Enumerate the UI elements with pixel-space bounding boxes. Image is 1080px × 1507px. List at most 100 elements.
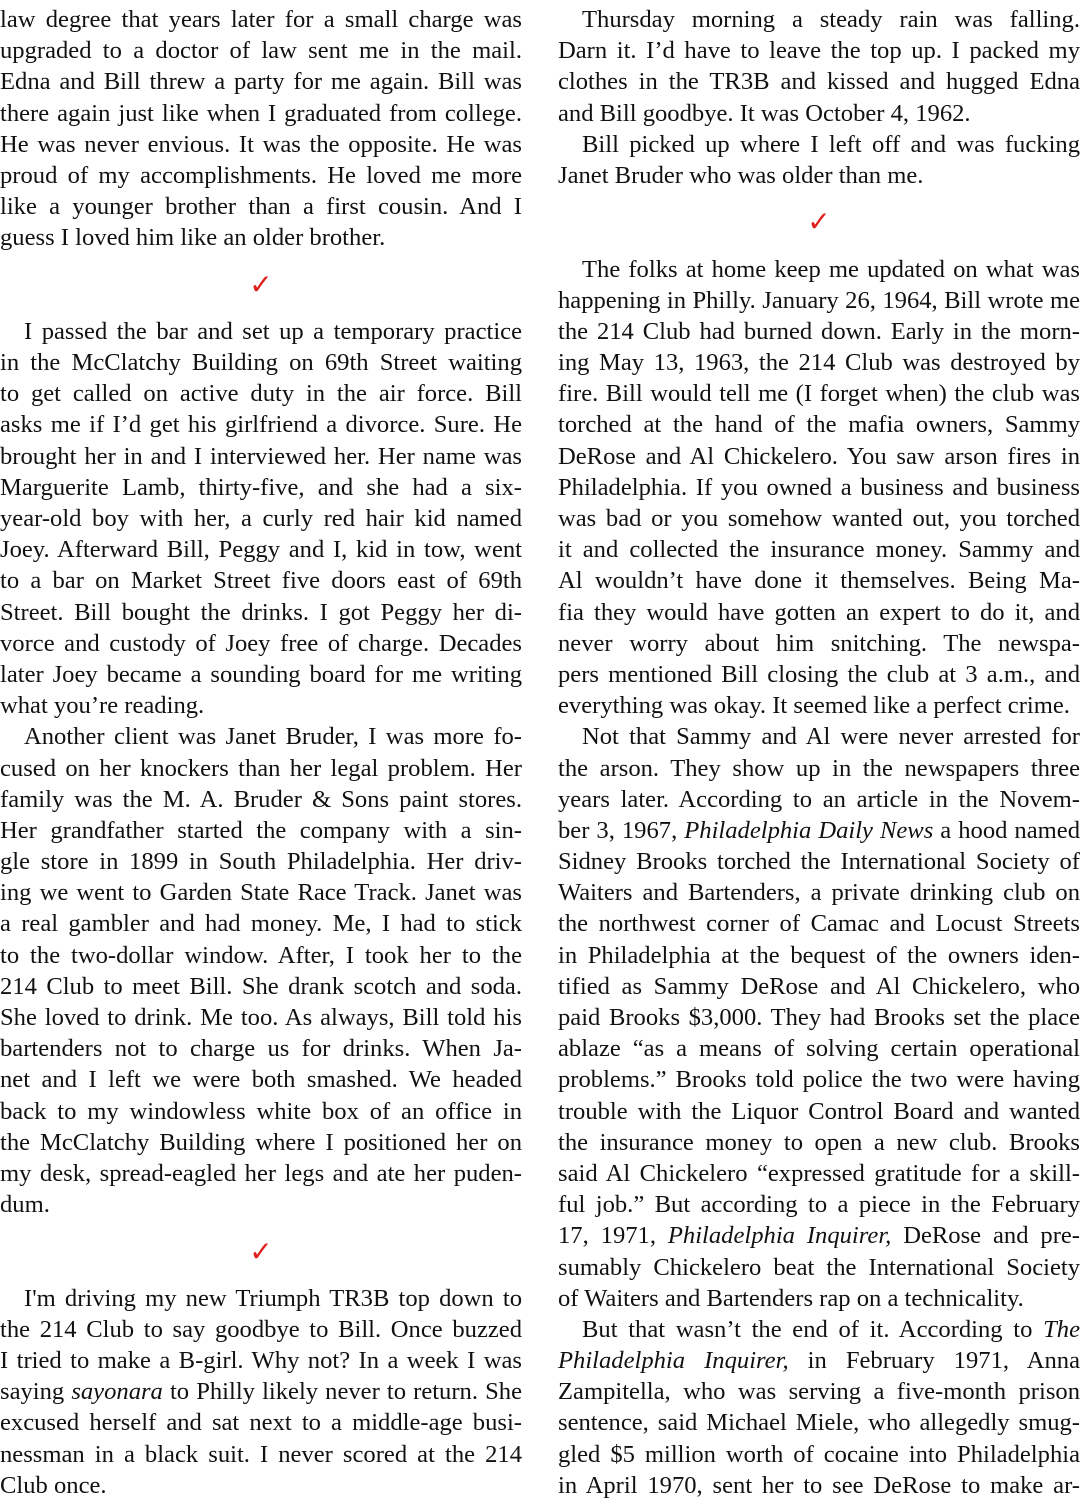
text-line: the McClatchy Building where I positione…	[0, 1128, 522, 1156]
paragraph: Another client was Janet Bruder, I was m…	[0, 721, 522, 1220]
text-line: later Joey became a sounding board for m…	[0, 660, 522, 688]
text-line: Zampitella, who was serving a five-month…	[558, 1378, 1080, 1406]
paragraph: But that wasn’t the end of it. According…	[558, 1314, 1080, 1501]
text-line: said Al Chickelero “expressed gratitude …	[558, 1159, 1080, 1187]
text-line: Al wouldn’t have done it themselves. Bei…	[558, 567, 1080, 595]
text-line: I'm driving my new Triumph TR3B top down…	[24, 1284, 522, 1312]
text-line: back to my windowless white box of an of…	[0, 1097, 522, 1125]
text-line: I passed the bar and set up a temporary …	[24, 317, 522, 345]
text-line: I tried to make a B-girl. Why not? In a …	[0, 1347, 522, 1375]
text-segment: 17, 1971,	[558, 1222, 668, 1250]
left-column: law degree that years later for a small …	[0, 4, 522, 1501]
paragraph: The folks at home keep me updated on wha…	[558, 254, 1080, 722]
text-line: DeRose and Al Chickelero. You saw arson …	[558, 442, 1080, 470]
text-line: to a bar on Market Street five doors eas…	[0, 567, 522, 595]
text-line: it and collected the insurance money. Sa…	[558, 536, 1080, 564]
text-line: and Bill goodbye. It was October 4, 1962…	[558, 99, 971, 127]
text-line: what you’re reading.	[0, 692, 205, 720]
paragraph: law degree that years later for a small …	[0, 4, 522, 254]
text-line: guess I loved him like an older brother.	[0, 224, 386, 252]
text-line: Thursday morning a steady rain was falli…	[582, 6, 1080, 33]
text-line: dum.	[0, 1191, 50, 1219]
text-line: to get called on active duty in the air …	[0, 380, 522, 408]
text-line: paid Brooks $3,000. They had Brooks set …	[558, 1004, 1080, 1032]
text-line: cused on her knockers than her legal pro…	[0, 754, 522, 782]
italic-title: Philadelphia Daily News	[684, 816, 934, 844]
text-segment: in February 1971, Anna	[788, 1347, 1080, 1375]
text-line: gle store in 1899 in South Philadelphia.…	[0, 848, 522, 876]
text-line: Street. Bill bought the drinks. I got Pe…	[0, 598, 522, 626]
text-segment: to Philly likely never to return. She	[162, 1378, 522, 1406]
checkmark-icon: ✓	[807, 205, 831, 239]
right-column: Thursday morning a steady rain was falli…	[558, 4, 1080, 1501]
text-line: gled $5 million worth of cocaine into Ph…	[558, 1440, 1080, 1468]
checkmark-icon: ✓	[249, 267, 273, 301]
text-line: ablaze “as a means of solving certain op…	[558, 1035, 1080, 1063]
text-line: trouble with the Liquor Control Board an…	[558, 1097, 1080, 1125]
text-line: ber 3, 1967, Philadelphia Daily News a h…	[558, 815, 1080, 846]
paragraph: Thursday morning a steady rain was falli…	[558, 4, 1080, 129]
text-line: asks me if I’d get his girlfriend a divo…	[0, 411, 522, 439]
text-segment: ber 3, 1967,	[558, 816, 685, 844]
text-line: Her grandfather started the company with…	[0, 816, 522, 844]
text-line: Edna and Bill threw a party for me again…	[0, 68, 522, 96]
paragraph: I passed the bar and set up a temporary …	[0, 316, 522, 721]
text-line: happening in Philly. January 26, 1964, B…	[558, 286, 1080, 314]
text-line: in Philadelphia at the bequest of the ow…	[558, 941, 1080, 969]
text-line: Darn it. I’d have to leave the top up. I…	[558, 37, 1080, 65]
text-line: Joey. Afterward Bill, Peggy and I, kid i…	[0, 536, 522, 564]
text-line: the 214 Club to say goodbye to Bill. Onc…	[0, 1315, 522, 1343]
text-line: never worry about him snitching. The new…	[558, 629, 1080, 657]
text-line: in April 1970, sent her to see DeRose to…	[558, 1471, 1080, 1499]
text-line: ing we went to Garden State Race Track. …	[0, 879, 522, 907]
text-line: family was the M. A. Bruder & Sons paint…	[0, 785, 522, 813]
text-line: a real gambler and had money. Me, I had …	[0, 910, 522, 938]
section-break: ✓	[0, 1220, 522, 1282]
text-line: Club once.	[0, 1471, 107, 1499]
text-line: the 214 Club had burned down. Early in t…	[558, 317, 1080, 345]
text-line: But that wasn’t the end of it. According…	[558, 1314, 1080, 1345]
text-line: years later. According to an article in …	[558, 785, 1080, 813]
text-segment: DeRose and pre-	[891, 1222, 1080, 1250]
paragraph: Not that Sammy and Al were never arreste…	[558, 721, 1080, 1314]
text-line: ing May 13, 1963, the 214 Club was destr…	[558, 349, 1080, 377]
text-line: the northwest corner of Camac and Locust…	[558, 910, 1080, 938]
text-line: law degree that years later for a small …	[0, 6, 522, 33]
text-line: Bill picked up where I left off and was …	[582, 130, 1080, 158]
section-break: ✓	[558, 191, 1080, 253]
text-line: problems.” Brooks told police the two we…	[558, 1066, 1080, 1094]
text-line: bartenders not to charge us for drinks. …	[0, 1035, 522, 1063]
text-line: He was never envious. It was the opposit…	[0, 130, 522, 158]
paragraph: Bill picked up where I left off and was …	[558, 129, 1080, 191]
text-line: everything was okay. It seemed like a pe…	[558, 692, 1070, 720]
text-line: fire. Bill would tell me (I forget when)…	[558, 380, 1080, 408]
text-line: upgraded to a doctor of law sent me in t…	[0, 37, 522, 65]
paragraph: I'm driving my new Triumph TR3B top down…	[0, 1283, 522, 1501]
text-line: to the two-dollar window. After, I took …	[0, 941, 522, 969]
text-line: Sidney Brooks torched the International …	[558, 848, 1080, 876]
text-line: sentence, said Michael Miele, who allege…	[558, 1409, 1080, 1437]
text-line: torched at the hand of the mafia owners,…	[558, 411, 1080, 439]
text-line: brought her in and I interviewed her. He…	[0, 442, 522, 470]
text-line: Another client was Janet Bruder, I was m…	[24, 723, 522, 751]
text-line: was bad or you somehow wanted out, you t…	[558, 505, 1080, 533]
text-line: clothes in the TR3B and kissed and hugge…	[558, 68, 1080, 96]
text-line: the insurance money to open a new club. …	[558, 1128, 1080, 1156]
text-line: like a younger brother than a first cous…	[0, 193, 522, 221]
text-line: sumably Chickelero beat the Internationa…	[558, 1253, 1080, 1281]
text-line: my desk, spread-eagled her legs and ate …	[0, 1159, 522, 1187]
text-line: ful job.” But according to a piece in th…	[558, 1191, 1080, 1219]
text-line: Waiters and Bartenders, a private drinki…	[558, 879, 1080, 907]
text-line: there again just like when I graduated f…	[0, 99, 522, 127]
text-segment: But that wasn’t the end of it. According…	[582, 1315, 1044, 1343]
checkmark-icon: ✓	[249, 1234, 273, 1268]
text-line: net and I left we were both smashed. We …	[0, 1066, 522, 1094]
section-break: ✓	[0, 254, 522, 316]
text-line: excused herself and sat next to a middle…	[0, 1409, 522, 1437]
text-segment: saying	[0, 1378, 72, 1406]
text-line: year-old boy with her, a curly red hair …	[0, 505, 522, 533]
text-line: The folks at home keep me updated on wha…	[582, 255, 1080, 283]
text-line: 17, 1971, Philadelphia Inquirer, DeRose …	[558, 1220, 1080, 1251]
text-segment: a hood named	[933, 816, 1080, 844]
italic-title: sayonara	[71, 1378, 163, 1406]
